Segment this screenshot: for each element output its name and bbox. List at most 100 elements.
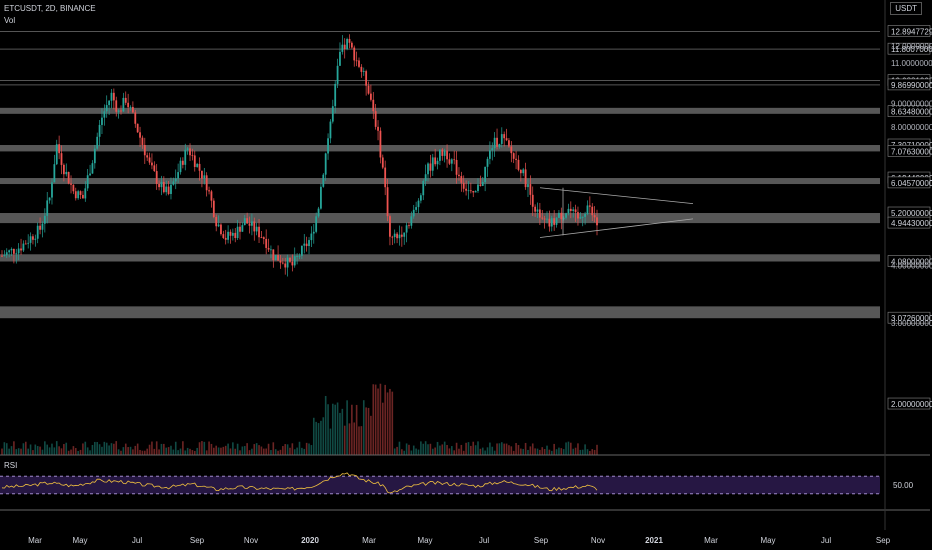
volume-bar xyxy=(477,441,479,455)
candle-body xyxy=(503,134,506,139)
volume-bar xyxy=(524,442,527,455)
candle-body xyxy=(205,175,208,191)
candle-body xyxy=(105,105,108,112)
candle-body xyxy=(586,205,589,214)
candle-body xyxy=(41,223,44,230)
symbol-label[interactable]: ETCUSDT, 2D, BINANCE xyxy=(4,4,96,13)
candle-body xyxy=(320,186,322,209)
volume-bar xyxy=(189,448,191,455)
volume-bar xyxy=(353,422,356,455)
volume-bar xyxy=(565,442,567,455)
volume-bar xyxy=(84,441,87,455)
candle-body xyxy=(236,226,239,238)
candle-body xyxy=(191,155,194,157)
volume-bar xyxy=(148,444,151,455)
price-tag-label: 4.08000000 xyxy=(891,258,932,267)
volume-bar xyxy=(234,448,237,455)
candle-body xyxy=(281,262,284,264)
candle-body xyxy=(272,249,275,261)
volume-bar xyxy=(370,415,372,455)
volume-bar xyxy=(8,448,10,455)
candle-body xyxy=(151,162,153,166)
currency-badge[interactable]: USDT xyxy=(890,2,922,15)
price-tag-label: 5.20000000 xyxy=(891,209,932,218)
candle-body xyxy=(96,136,99,149)
candle-body xyxy=(596,217,598,226)
candle-body xyxy=(310,233,313,241)
volume-bar xyxy=(227,443,229,455)
price-tag: 4.08000000 xyxy=(887,255,932,267)
candle-body xyxy=(374,111,377,127)
candle-body xyxy=(331,106,334,122)
volume-bar xyxy=(472,441,475,455)
volume-bar xyxy=(124,443,127,455)
volume-bar xyxy=(3,442,6,455)
candle-body xyxy=(508,140,510,147)
candle-body xyxy=(381,157,384,168)
candle-body xyxy=(377,126,379,131)
candle-body xyxy=(201,170,203,179)
time-axis-label: Nov xyxy=(244,536,258,545)
volume-bar xyxy=(327,404,329,455)
volume-bar xyxy=(455,442,458,455)
price-band xyxy=(0,107,880,114)
candle-body xyxy=(124,97,127,103)
volume-label: Vol xyxy=(4,16,16,25)
price-band xyxy=(0,145,880,152)
volume-bar xyxy=(305,442,308,455)
candle-body xyxy=(162,181,165,193)
volume-bar xyxy=(174,441,177,455)
candle-body xyxy=(400,234,403,237)
candle-body xyxy=(536,209,539,212)
candle-body xyxy=(184,149,187,165)
volume-bar xyxy=(431,448,434,455)
candle-body xyxy=(474,191,477,193)
volume-bar xyxy=(289,447,291,455)
volume-bar xyxy=(534,448,536,455)
price-tag: 7.07630000 xyxy=(887,145,932,157)
volume-bar xyxy=(541,447,544,455)
volume-bar xyxy=(232,442,234,455)
candle-body xyxy=(436,160,439,165)
volume-bar xyxy=(274,449,277,455)
volume-bar xyxy=(322,417,325,455)
volume-bar xyxy=(258,445,260,455)
price-tag-label: 6.04570000 xyxy=(891,179,932,188)
volume-bar xyxy=(165,447,168,455)
candle-body xyxy=(32,236,34,240)
candle-body xyxy=(46,200,49,216)
candle-body xyxy=(558,212,560,218)
triangle-upper xyxy=(539,187,694,205)
volume-bar xyxy=(220,447,222,455)
candle-body xyxy=(450,159,453,164)
volume-bar xyxy=(155,441,158,455)
candle-body xyxy=(3,255,6,257)
axis-tick-label: 8.00000000 xyxy=(891,123,932,132)
volume-bar xyxy=(55,441,58,455)
candle-body xyxy=(229,231,232,236)
candle-body xyxy=(527,184,529,188)
price-band xyxy=(0,213,880,224)
rsi-pane: 50.00 xyxy=(0,472,914,495)
candle-body xyxy=(367,85,370,94)
candle-body xyxy=(220,224,222,235)
candle-body xyxy=(179,160,182,173)
candle-body xyxy=(265,238,268,248)
candle-body xyxy=(410,216,413,226)
candle-body xyxy=(346,38,348,50)
volume-bar xyxy=(53,447,56,455)
candle-body xyxy=(139,132,141,138)
candle-body xyxy=(146,155,149,158)
volume-bar xyxy=(436,441,439,455)
volume-bar xyxy=(113,443,115,455)
candle-body xyxy=(239,226,241,232)
volume-bar xyxy=(236,443,239,455)
candle-body xyxy=(289,257,291,262)
volume-bar xyxy=(141,450,144,455)
volume-bar xyxy=(246,443,248,455)
candle-body xyxy=(98,124,101,137)
candle-body xyxy=(538,209,541,218)
candle-body xyxy=(529,184,532,195)
candle-body xyxy=(481,182,484,186)
